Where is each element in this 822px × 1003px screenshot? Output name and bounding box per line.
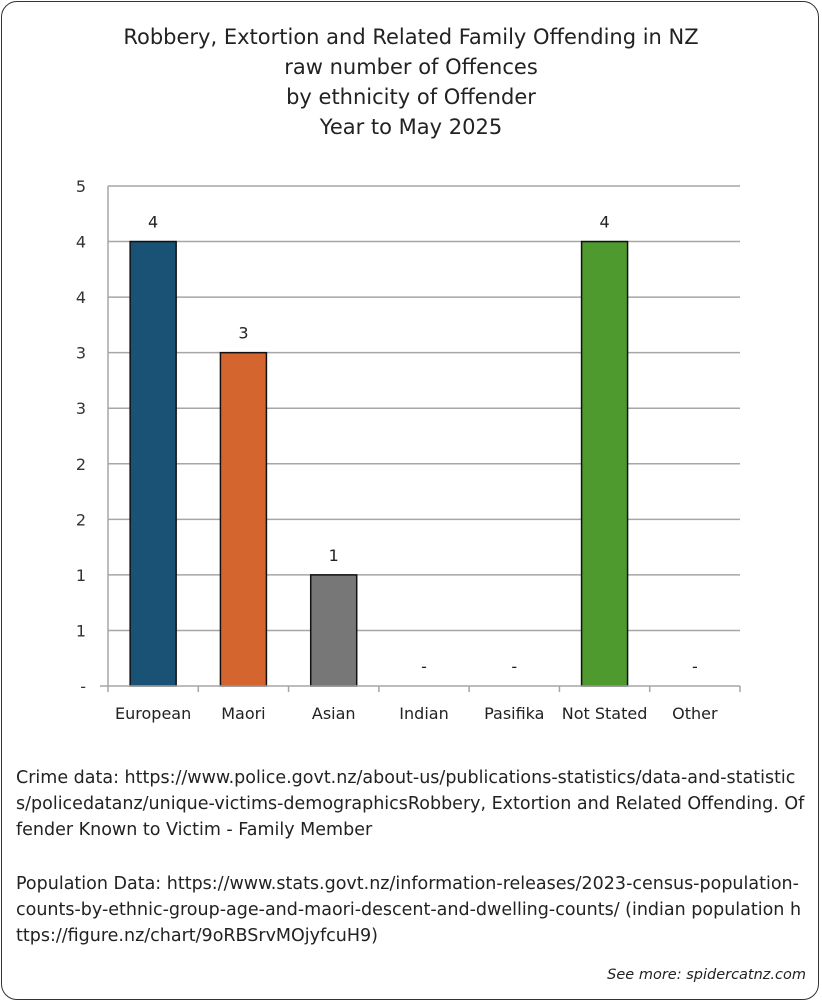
- x-tick-label: Pasifika: [484, 704, 544, 723]
- title-line-3: by ethnicity of Offender: [286, 85, 536, 109]
- y-tick-label: 1: [76, 566, 86, 585]
- y-tick-label: 2: [76, 455, 86, 474]
- data-label: -: [421, 657, 427, 676]
- data-label: -: [511, 657, 517, 676]
- chart-title: Robbery, Extortion and Related Family Of…: [0, 22, 822, 142]
- y-tick-label: 5: [76, 177, 86, 196]
- see-more-link[interactable]: See more: spidercatnz.com: [607, 967, 806, 983]
- y-tick-label: 3: [76, 399, 86, 418]
- bar-not-stated: [580, 240, 629, 687]
- y-tick-label: 4: [76, 233, 86, 252]
- x-tick-label: Asian: [312, 704, 356, 723]
- x-tick-label: Maori: [221, 704, 265, 723]
- y-tick-label: 4: [76, 288, 86, 307]
- x-tick-label: Other: [672, 704, 718, 723]
- data-label: -: [692, 657, 698, 676]
- x-tick-label: Not Stated: [562, 704, 648, 723]
- data-label: 4: [148, 213, 158, 232]
- data-label: 4: [599, 213, 609, 232]
- bar-european: [129, 240, 177, 687]
- data-label: 3: [238, 324, 248, 343]
- crime-data-source: Crime data: https://www.police.govt.nz/a…: [16, 768, 805, 840]
- y-tick-label: 1: [76, 621, 86, 640]
- bar-asian: [309, 574, 358, 687]
- bar-chart: - 1 1 2 2 3 3 4 4 5 4 European 3 Maori 1 Asian - Indian - P…: [76, 177, 741, 723]
- title-line-1: Robbery, Extortion and Related Family Of…: [123, 25, 699, 49]
- y-tick-label: 3: [76, 344, 86, 363]
- y-tick-label: -: [80, 677, 86, 696]
- data-label: 1: [329, 546, 339, 565]
- population-data-source: Population Data: https://www.stats.govt.…: [16, 874, 802, 946]
- title-line-2: raw number of Offences: [284, 55, 538, 79]
- bar-maori: [219, 351, 268, 687]
- y-tick-label: 2: [76, 510, 86, 529]
- x-tick-label: Indian: [399, 704, 448, 723]
- x-tick-label: European: [115, 704, 191, 723]
- title-line-4: Year to May 2025: [319, 115, 503, 139]
